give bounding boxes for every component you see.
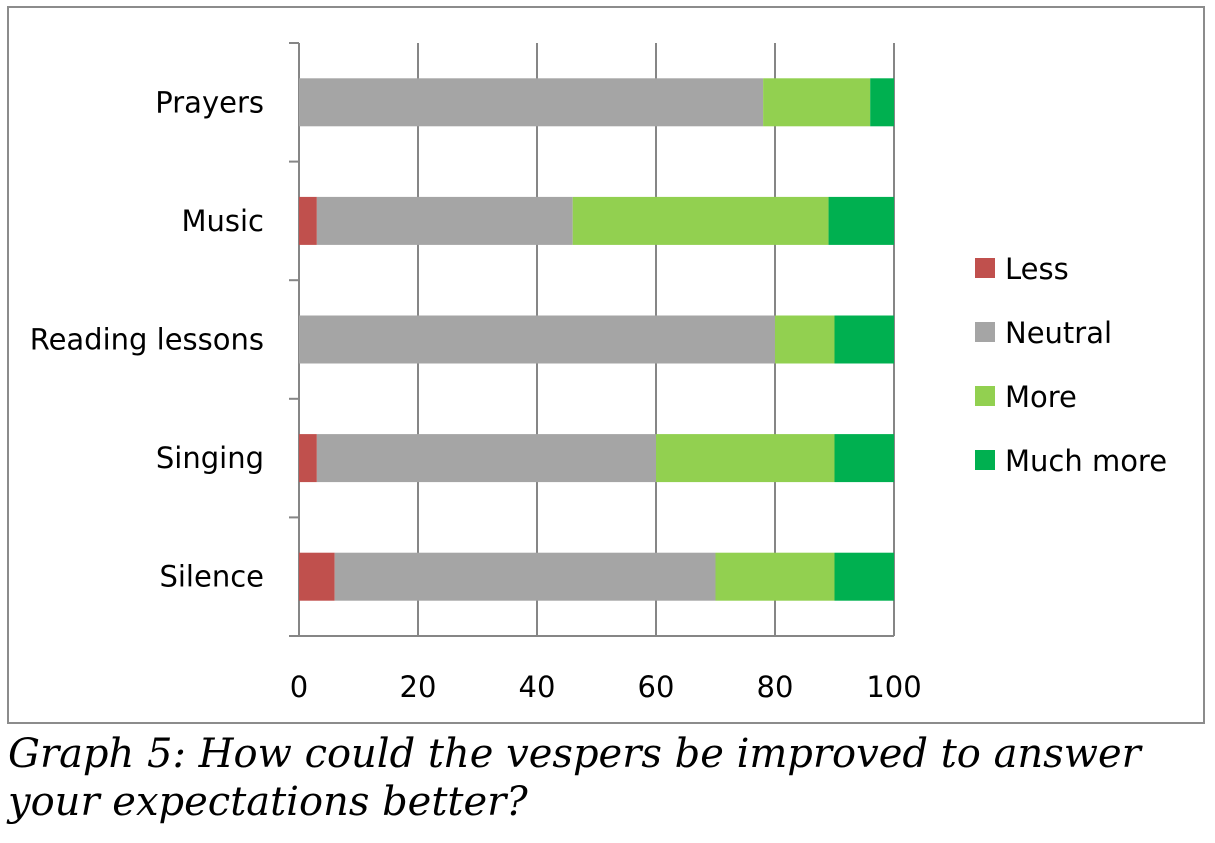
bar-neutral [334, 552, 716, 601]
bar-less [299, 434, 317, 483]
caption-line-2: your expectations better? [8, 779, 528, 825]
x-tick-label: 80 [757, 670, 794, 704]
x-tick-label: 20 [400, 670, 437, 704]
bar-neutral [299, 315, 775, 364]
bar-more [656, 434, 835, 483]
caption-line-1: Graph 5: How could the vespers be improv… [8, 731, 1141, 777]
bar-much-more [828, 196, 894, 245]
x-tick-label: 100 [866, 670, 921, 704]
stacked-bar-chart: 0 20 40 60 80 100 Prayers Music Reading lessons S… [30, 42, 1167, 704]
bar-neutral [316, 196, 573, 245]
legend-label: Less [1005, 252, 1069, 286]
legend-swatch [975, 450, 995, 470]
bar-much-more [870, 78, 894, 127]
bar-much-more [834, 315, 894, 364]
legend-swatch [975, 386, 995, 406]
y-category-label: Reading lessons [30, 323, 264, 357]
figure-caption: Graph 5: How could the vespers be improv… [8, 730, 1208, 826]
y-category-label: Singing [156, 441, 264, 475]
x-tick-label: 0 [290, 670, 308, 704]
bar-more [715, 552, 835, 601]
bar-neutral [299, 78, 764, 127]
bar-neutral [316, 434, 656, 483]
bar-less [299, 196, 317, 245]
bar-much-more [834, 552, 894, 601]
legend-swatch [975, 258, 995, 278]
bar-much-more [834, 434, 894, 483]
bar-more [572, 196, 829, 245]
bar-more [775, 315, 835, 364]
bar-less [299, 552, 335, 601]
chart-frame [7, 6, 1205, 724]
y-category-label: Music [181, 204, 264, 238]
y-category-label: Silence [159, 560, 264, 594]
legend-label: More [1005, 380, 1077, 414]
legend-swatch [975, 322, 995, 342]
legend-label: Much more [1005, 444, 1167, 478]
bar-more [763, 78, 871, 127]
y-category-label: Prayers [155, 85, 264, 119]
x-tick-label: 60 [638, 670, 675, 704]
legend-label: Neutral [1005, 316, 1112, 350]
x-tick-label: 40 [519, 670, 556, 704]
